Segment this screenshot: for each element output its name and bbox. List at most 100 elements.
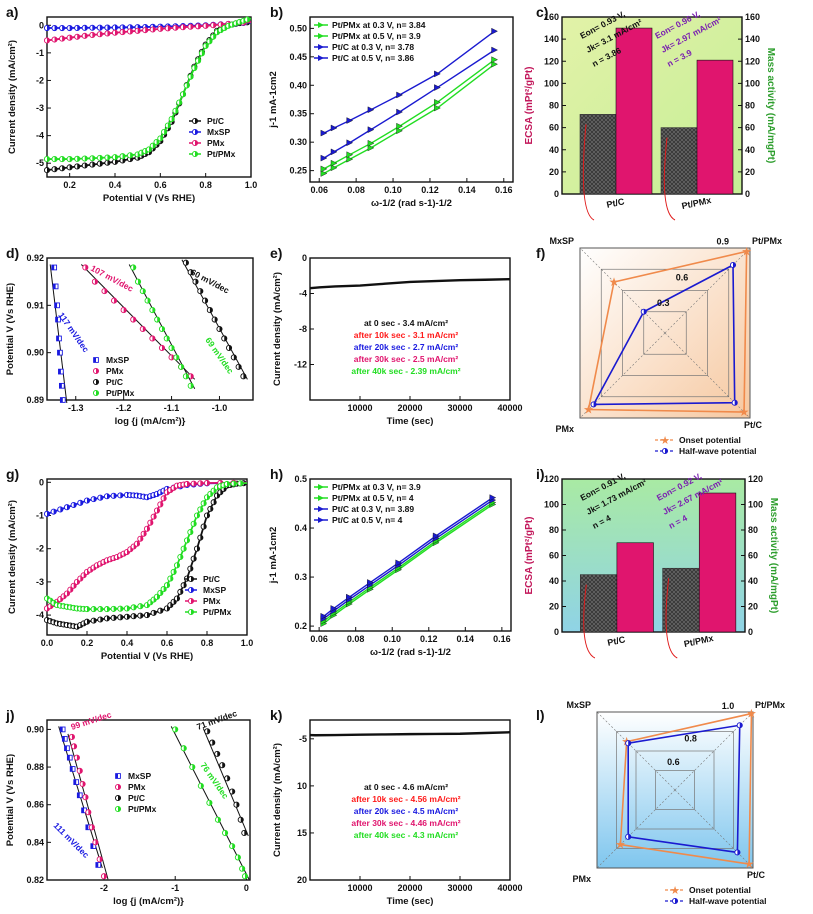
x-tick-label: 0.2 [81, 638, 94, 648]
marker-triangle [320, 129, 328, 137]
marker-fill [217, 751, 220, 757]
y-tick-label: 20 [549, 167, 559, 177]
legend-star: ★ [660, 435, 670, 447]
star-marker: ★ [746, 707, 757, 721]
marker-triangle [491, 60, 498, 68]
data-point [187, 565, 194, 572]
data-point [96, 154, 103, 161]
marker-fill [205, 43, 209, 49]
marker-fill [207, 728, 210, 734]
radar-ring [622, 290, 708, 376]
data-point [163, 582, 171, 589]
legend-marker [114, 783, 122, 791]
pointer-arrow [582, 124, 595, 221]
data-point [110, 492, 117, 499]
y2-tick-label: 120 [745, 56, 760, 66]
marker-fill [201, 50, 205, 56]
data-point [103, 615, 111, 622]
marker-triangle [330, 124, 338, 132]
marker-fill [214, 316, 218, 323]
marker-fill [47, 25, 50, 31]
marker-fill [160, 135, 163, 141]
data-point [119, 29, 126, 36]
marker-fill [227, 775, 230, 781]
x-tick-label: 10000 [347, 403, 372, 413]
panel-label: d) [6, 245, 19, 261]
marker-fill [147, 612, 150, 618]
marker-fill [164, 129, 167, 135]
legend-label: Pt/C at 0.5 V, n= 3.86 [332, 53, 414, 63]
y-tick-label: 0.84 [26, 837, 44, 847]
panel-c: 0 0 20 20 40 40 60 60 80 80 100 100 120 120 140 140 160 1… [524, 4, 776, 221]
data-point [209, 739, 216, 746]
marker-fill [54, 156, 58, 162]
data-point [59, 35, 66, 42]
marker-fill [167, 122, 171, 129]
marker-fill [197, 546, 200, 552]
marker-fill [103, 873, 107, 879]
data-point [96, 24, 103, 31]
marker-fill [100, 616, 103, 623]
stability-annotation: after 30k sec - 2.5 mA/cm² [354, 354, 459, 364]
marker-triangle [320, 612, 328, 620]
marker-fill [122, 153, 126, 159]
radar-ring [600, 268, 730, 398]
data-point [230, 354, 237, 361]
data-point [161, 128, 168, 135]
data-point [223, 480, 231, 488]
data-point [190, 555, 197, 562]
marker-fill [118, 806, 121, 812]
marker-fill [177, 562, 180, 568]
data-point [96, 160, 103, 167]
data-point [103, 606, 111, 613]
radar-axis-label: Pt/PMx [755, 700, 785, 710]
marker-fill [95, 839, 99, 845]
data-point [367, 144, 375, 152]
x-axis-label: ω-1/2 (rad s-1)-1/2 [370, 647, 451, 658]
marker-fill [237, 854, 241, 861]
y-tick-label: 80 [549, 525, 559, 535]
y-tick-label: 120 [544, 474, 559, 484]
ring-label: 0.9 [717, 237, 730, 247]
data-point [158, 344, 166, 351]
marker-fill [62, 165, 65, 171]
marker-fill [152, 307, 155, 313]
data-point [210, 33, 217, 40]
marker-fill [127, 614, 130, 620]
data-point [219, 762, 226, 769]
marker-fill [60, 506, 63, 513]
bar-mass-activity [696, 59, 734, 195]
axes-frame [46, 719, 251, 881]
legend-label: PMx [106, 366, 124, 376]
data-point [120, 307, 127, 314]
data-point [144, 297, 151, 304]
marker-fill [85, 264, 88, 271]
data-point [43, 156, 51, 163]
marker-fill [190, 383, 194, 389]
marker-fill [69, 164, 73, 170]
marker-fill [47, 167, 50, 173]
data-point [203, 479, 211, 487]
data-point [143, 612, 151, 619]
ring-label: 0.6 [676, 272, 689, 282]
data-point [183, 537, 191, 544]
marker-fill [127, 605, 130, 612]
data-point [43, 167, 51, 174]
marker-fill [80, 500, 83, 506]
marker-triangle [434, 70, 441, 78]
x-tick-label: 0.12 [420, 634, 438, 644]
legend-label: Pt/PMx at 0.3 V, n= 3.84 [332, 20, 426, 30]
data-point [95, 862, 102, 868]
marker-fill [107, 154, 111, 161]
data-point [56, 335, 62, 342]
data-point [104, 24, 111, 31]
marker-fill [593, 401, 597, 407]
data-point [81, 32, 88, 39]
fit-line [323, 59, 495, 170]
marker-fill [236, 802, 240, 808]
radar-series [587, 250, 748, 413]
data-point [233, 801, 240, 808]
data-point [115, 773, 121, 779]
marker-fill [225, 830, 228, 836]
